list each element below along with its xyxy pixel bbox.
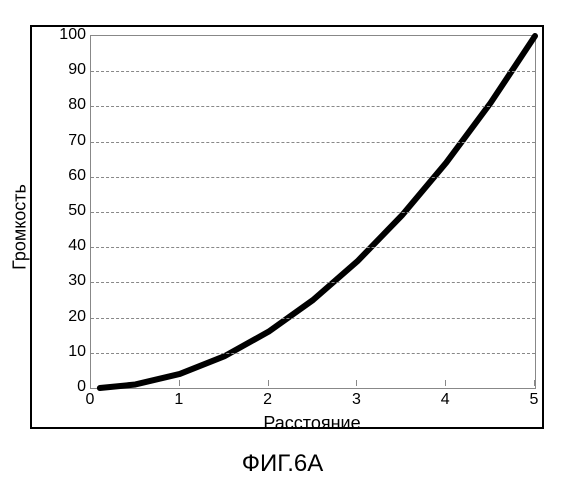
y-tick-label: 80 <box>46 96 86 114</box>
gridline-h <box>91 247 535 248</box>
y-tick-label: 20 <box>46 308 86 326</box>
x-axis-title: Расстояние <box>90 413 534 434</box>
x-tick-mark <box>179 380 180 386</box>
gridline-h <box>91 71 535 72</box>
figure-caption: ФИГ.6A <box>0 450 565 478</box>
x-tick-label: 0 <box>75 391 105 409</box>
x-tick-mark <box>445 380 446 386</box>
plot-area <box>90 35 536 389</box>
gridline-h <box>91 282 535 283</box>
x-tick-mark <box>90 380 91 386</box>
y-tick-label: 30 <box>46 272 86 290</box>
figure-container: Громкость Расстояние 0 10 20 30 40 50 60 70 80 90… <box>0 0 565 500</box>
x-tick-label: 1 <box>164 391 194 409</box>
chart-outer-border: Громкость Расстояние 0102030405060708090… <box>30 25 544 429</box>
y-tick-label: 90 <box>46 61 86 79</box>
y-tick-label: 60 <box>46 167 86 185</box>
gridline-h <box>91 353 535 354</box>
gridline-h <box>91 212 535 213</box>
y-tick-label: 100 <box>46 26 86 44</box>
gridline-h <box>91 106 535 107</box>
x-tick-mark <box>356 380 357 386</box>
y-axis-title: Громкость <box>10 184 31 270</box>
x-tick-label: 4 <box>430 391 460 409</box>
x-tick-label: 2 <box>253 391 283 409</box>
gridline-h <box>91 177 535 178</box>
x-tick-mark <box>534 380 535 386</box>
y-tick-label: 40 <box>46 237 86 255</box>
gridline-h <box>91 318 535 319</box>
x-tick-label: 3 <box>341 391 371 409</box>
y-tick-label: 10 <box>46 343 86 361</box>
y-tick-label: 50 <box>46 202 86 220</box>
gridline-h <box>91 142 535 143</box>
x-tick-mark <box>268 380 269 386</box>
x-tick-label: 5 <box>519 391 549 409</box>
y-tick-label: 70 <box>46 132 86 150</box>
